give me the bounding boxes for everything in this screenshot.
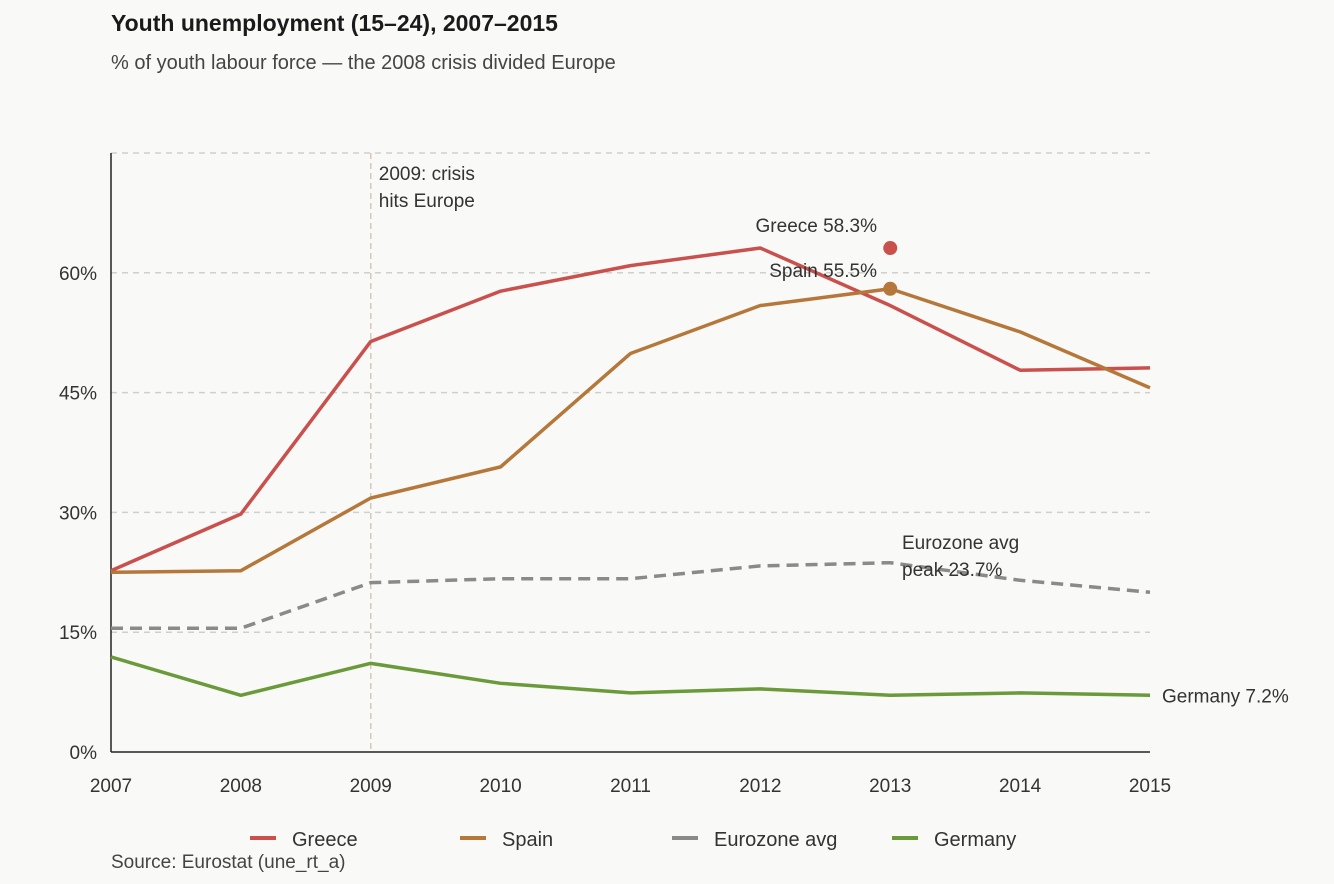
greece-annotation: Greece 58.3% — [756, 216, 878, 237]
series-line-eurozone-avg — [111, 560, 1151, 630]
x-tick-label: 2007 — [90, 776, 132, 797]
series-line-germany — [110, 655, 1151, 698]
x-tick-label: 2009 — [350, 776, 392, 797]
x-tick-label: 2010 — [479, 776, 521, 797]
crisis-annotation: hits Europe — [379, 191, 475, 212]
x-tick-label: 2014 — [999, 776, 1042, 797]
y-tick-label: 0% — [70, 743, 98, 764]
x-tick-label: 2008 — [220, 776, 262, 797]
spain-annotation: Spain 55.5% — [769, 261, 877, 282]
x-tick-label: 2011 — [610, 776, 651, 797]
series-line-spain — [110, 287, 1151, 575]
chart-subtitle: % of youth labour force — the 2008 crisi… — [111, 52, 616, 74]
eurozone-annotation: peak 23.7% — [902, 560, 1002, 581]
chart-source: Source: Eurostat (une_rt_a) — [111, 852, 346, 873]
series-line-greece — [110, 246, 1151, 573]
crisis-annotation: 2009: crisis — [379, 164, 475, 185]
eurozone-annotation: Eurozone avg — [902, 533, 1019, 554]
chart-title: Youth unemployment (15–24), 2007–2015 — [111, 10, 558, 36]
spain-peak-marker — [883, 281, 898, 296]
y-tick-label: 15% — [59, 623, 97, 644]
y-tick-label: 30% — [59, 503, 97, 524]
y-tick-label: 60% — [59, 264, 97, 285]
x-tick-label: 2013 — [869, 776, 911, 797]
y-tick-label: 45% — [59, 384, 97, 405]
x-tick-label: 2015 — [1129, 776, 1171, 797]
greece-peak-marker — [883, 241, 898, 256]
x-tick-label: 2012 — [739, 776, 781, 797]
legend-label: Spain — [502, 829, 553, 851]
legend-label: Germany — [934, 829, 1016, 851]
germany-annotation: Germany 7.2% — [1162, 686, 1289, 707]
legend-label: Greece — [292, 829, 358, 851]
legend-label: Eurozone avg — [714, 829, 837, 851]
